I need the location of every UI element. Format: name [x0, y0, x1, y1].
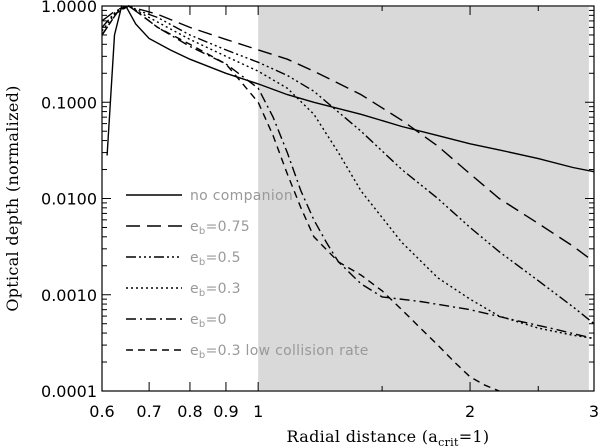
- x-axis-title-tail: =1): [459, 427, 490, 446]
- y-axis-title: Optical depth (normalized): [3, 85, 22, 311]
- x-tick-label: 0.9: [213, 402, 238, 421]
- ticks-layer: 0.6 0.7 0.8 0.9 1 2 3 0.0001 0.0010 0.0100 0.1000 1…: [41, 0, 599, 421]
- x-tick-label: 2: [465, 402, 475, 421]
- legend-label-5: eb=0.3 low collision rate: [190, 343, 369, 361]
- legend-label-4: eb=0: [190, 312, 227, 330]
- y-tick-label: 0.0010: [41, 286, 97, 305]
- y-tick-label: 1.0000: [41, 0, 97, 16]
- x-tick-label: 1: [253, 402, 263, 421]
- x-tick-label: 0.8: [177, 402, 202, 421]
- series-line-5: [101, 5, 500, 392]
- legend-label-0: no companion: [190, 188, 293, 204]
- legend-label-3: eb=0.3: [190, 281, 241, 299]
- series-line-1: [101, 5, 595, 263]
- x-axis-title-sub: crit: [438, 436, 459, 448]
- x-axis-title: Radial distance (acrit=1): [287, 427, 490, 448]
- x-tick-label: 0.6: [89, 402, 114, 421]
- y-tick-label: 0.0100: [41, 190, 97, 209]
- y-tick-label: 0.0001: [41, 382, 97, 401]
- series-line-2: [101, 5, 595, 325]
- legend: no companion eb=0.75 eb=0.5 eb=0.3 eb=0 eb=0.…: [126, 188, 369, 361]
- series-line-3: [101, 5, 595, 340]
- legend-label-2: eb=0.5: [190, 250, 241, 268]
- legend-label-1: eb=0.75: [190, 219, 250, 237]
- x-axis-title-main: Radial distance (a: [287, 427, 439, 446]
- shaded-region: [258, 7, 589, 390]
- series-layer: [101, 5, 595, 392]
- x-tick-label: 3: [589, 402, 599, 421]
- x-tick-label: 0.7: [136, 402, 161, 421]
- y-tick-label: 0.1000: [41, 93, 97, 112]
- series-line-0: [106, 5, 595, 173]
